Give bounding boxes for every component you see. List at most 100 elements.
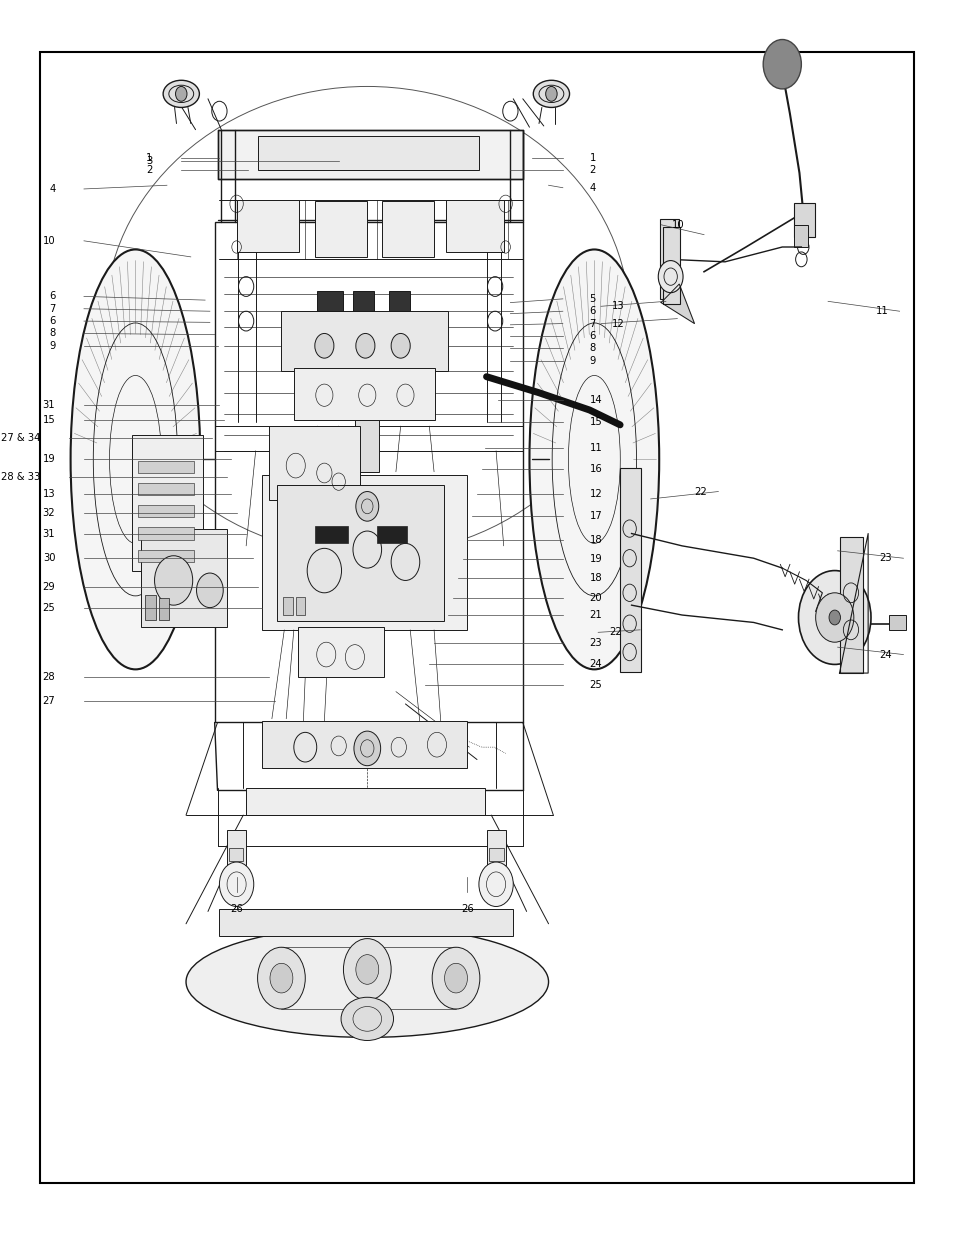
Circle shape <box>196 573 223 608</box>
Ellipse shape <box>186 926 548 1037</box>
Text: 28: 28 <box>43 672 55 682</box>
Bar <box>217 130 522 179</box>
Text: 2: 2 <box>146 165 152 175</box>
Bar <box>662 227 679 304</box>
Text: 11: 11 <box>589 443 601 453</box>
Polygon shape <box>660 284 694 324</box>
Text: 18: 18 <box>589 573 601 583</box>
Ellipse shape <box>341 998 393 1040</box>
Text: 12: 12 <box>612 319 624 329</box>
Text: 28 & 33: 28 & 33 <box>1 472 40 482</box>
Text: 20: 20 <box>589 593 601 603</box>
Bar <box>138 527 193 540</box>
Bar <box>294 368 435 420</box>
Text: 27 & 34: 27 & 34 <box>1 433 40 443</box>
Text: 17: 17 <box>589 511 601 521</box>
Text: 16: 16 <box>589 464 601 474</box>
Bar <box>229 848 243 861</box>
Text: 5: 5 <box>589 294 596 304</box>
Bar <box>839 537 862 673</box>
Bar <box>297 627 383 677</box>
Text: 19: 19 <box>589 555 601 564</box>
Circle shape <box>762 40 801 89</box>
Circle shape <box>343 939 391 1000</box>
Text: 6: 6 <box>49 316 55 326</box>
Bar <box>376 526 407 543</box>
Bar <box>793 203 814 237</box>
Bar <box>314 526 348 543</box>
Circle shape <box>545 86 557 101</box>
Text: 21: 21 <box>589 610 601 620</box>
Bar <box>659 219 679 299</box>
Bar <box>281 311 448 370</box>
Bar <box>132 435 203 571</box>
Text: 12: 12 <box>589 489 601 499</box>
Text: 1: 1 <box>589 153 596 163</box>
Circle shape <box>478 862 513 906</box>
Text: 31: 31 <box>43 400 55 410</box>
Ellipse shape <box>529 249 659 669</box>
Text: 8: 8 <box>589 343 596 353</box>
Circle shape <box>257 947 305 1009</box>
Ellipse shape <box>163 80 199 107</box>
Text: 26: 26 <box>460 904 474 914</box>
Bar <box>138 483 193 495</box>
Circle shape <box>355 333 375 358</box>
Circle shape <box>314 333 334 358</box>
Text: 25: 25 <box>589 680 601 690</box>
Text: 13: 13 <box>43 489 55 499</box>
Text: 6: 6 <box>589 331 596 341</box>
Text: 22: 22 <box>609 627 621 637</box>
Text: 10: 10 <box>43 236 55 246</box>
Ellipse shape <box>533 80 569 107</box>
Bar <box>138 505 193 517</box>
Bar <box>283 597 293 615</box>
Bar <box>619 468 640 672</box>
Bar <box>236 200 298 252</box>
Text: 7: 7 <box>589 319 596 329</box>
Circle shape <box>219 862 253 906</box>
Circle shape <box>828 610 840 625</box>
Text: 24: 24 <box>879 650 891 659</box>
Bar <box>314 201 367 257</box>
Text: 2: 2 <box>589 165 596 175</box>
Circle shape <box>432 947 479 1009</box>
Text: 8: 8 <box>49 329 55 338</box>
Circle shape <box>355 492 378 521</box>
Text: 3: 3 <box>146 156 152 165</box>
Bar <box>138 461 193 473</box>
Bar <box>486 830 505 864</box>
Text: 25: 25 <box>43 603 55 613</box>
Circle shape <box>391 333 410 358</box>
Bar <box>295 597 305 615</box>
Bar <box>389 291 410 311</box>
Text: 23: 23 <box>589 638 601 648</box>
Bar <box>159 598 169 620</box>
Bar <box>353 291 374 311</box>
Text: 29: 29 <box>43 582 55 592</box>
Bar <box>214 222 522 722</box>
Text: 30: 30 <box>43 553 55 563</box>
Text: 15: 15 <box>43 415 55 425</box>
Circle shape <box>798 571 870 664</box>
Text: 11: 11 <box>875 306 887 316</box>
Text: 23: 23 <box>879 553 891 563</box>
Bar <box>257 136 478 170</box>
Circle shape <box>354 731 380 766</box>
Bar <box>246 788 484 815</box>
Bar <box>138 550 193 562</box>
Text: 7: 7 <box>49 304 55 314</box>
Circle shape <box>175 86 187 101</box>
Bar <box>262 721 467 768</box>
Text: 27: 27 <box>43 697 55 706</box>
Bar <box>316 291 343 311</box>
Text: 19: 19 <box>43 454 55 464</box>
Text: 9: 9 <box>589 356 596 366</box>
Bar <box>355 420 378 472</box>
Bar <box>888 615 905 630</box>
Text: 6: 6 <box>49 291 55 301</box>
Text: 18: 18 <box>589 535 601 545</box>
Text: 6: 6 <box>589 306 596 316</box>
Text: 14: 14 <box>589 395 601 405</box>
Circle shape <box>270 963 293 993</box>
